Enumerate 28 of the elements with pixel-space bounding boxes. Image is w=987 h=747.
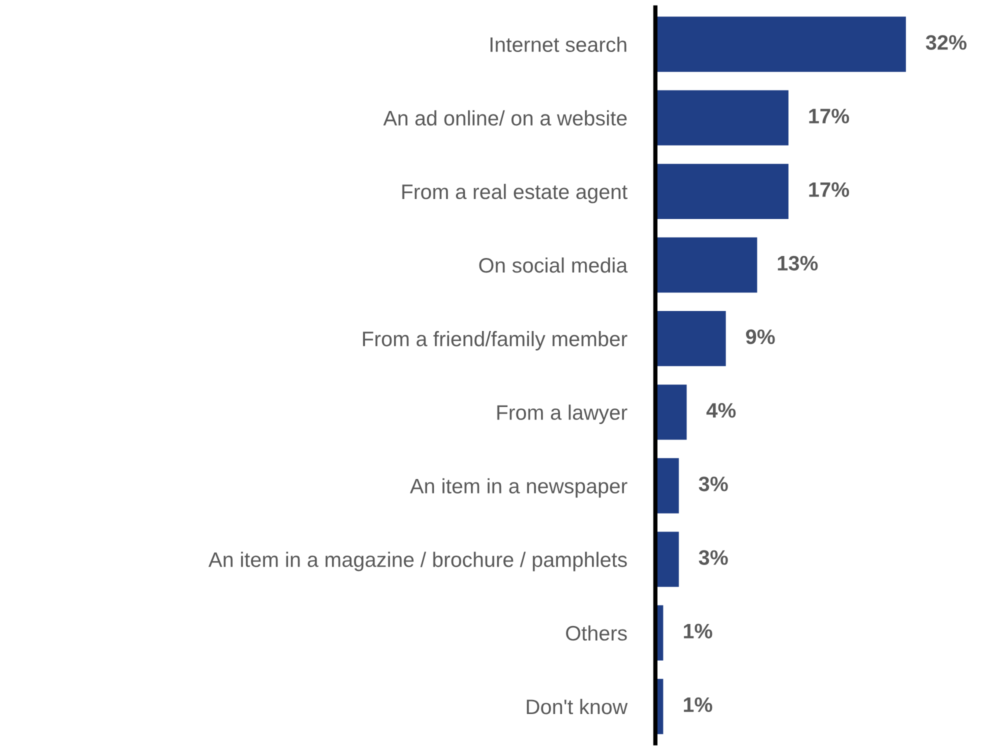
y-tick-label: An item in a newspaper	[410, 478, 628, 498]
y-tick-label: Others	[566, 625, 627, 641]
data-label: 3%	[698, 476, 728, 492]
y-tick-label: An item in a magazine / brochure / pamphlets	[208, 552, 627, 572]
bar	[655, 237, 758, 293]
data-label: 1%	[684, 624, 712, 638]
bar	[655, 384, 687, 440]
y-tick-label: From a friend/family member	[363, 331, 628, 350]
bar	[655, 458, 679, 514]
y-tick-label: From a lawyer	[497, 404, 628, 424]
bar	[655, 90, 788, 146]
y-tick-label: Internet search	[490, 36, 626, 52]
y-tick-label: Don't know	[526, 698, 628, 714]
data-label: 9%	[746, 329, 775, 344]
y-tick-label: On social media	[479, 257, 628, 273]
y-tick-label: From a real estate agent	[402, 184, 628, 204]
data-label: 13%	[778, 256, 818, 271]
data-label: 17%	[809, 182, 850, 197]
bar	[655, 310, 726, 366]
bar	[655, 532, 679, 587]
data-label: 1%	[684, 697, 712, 712]
bar	[655, 16, 906, 72]
data-label: 3%	[698, 550, 728, 565]
bar	[655, 164, 788, 220]
data-label: 4%	[706, 403, 736, 418]
data-label: 32%	[926, 35, 967, 50]
data-label: 17%	[809, 108, 850, 124]
y-tick-label: An ad online/ on a website	[383, 110, 627, 126]
